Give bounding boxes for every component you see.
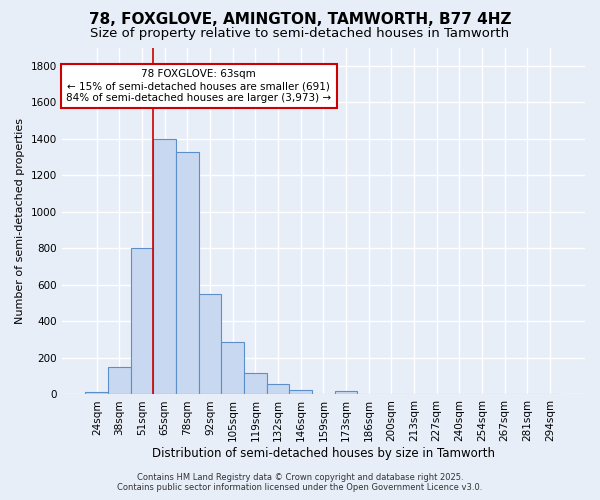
Text: 78 FOXGLOVE: 63sqm
← 15% of semi-detached houses are smaller (691)
84% of semi-d: 78 FOXGLOVE: 63sqm ← 15% of semi-detache… (66, 70, 331, 102)
Bar (131, 248, 154, 394)
Bar (221, 342, 244, 394)
Text: Size of property relative to semi-detached houses in Tamworth: Size of property relative to semi-detach… (91, 28, 509, 40)
Bar (335, 391, 358, 394)
Text: 78, FOXGLOVE, AMINGTON, TAMWORTH, B77 4HZ: 78, FOXGLOVE, AMINGTON, TAMWORTH, B77 4H… (89, 12, 511, 28)
Bar (108, 367, 131, 394)
Bar (244, 372, 266, 394)
Bar (176, 152, 199, 394)
Bar (154, 139, 176, 394)
Bar (289, 390, 312, 394)
Bar (199, 294, 221, 394)
X-axis label: Distribution of semi-detached houses by size in Tamworth: Distribution of semi-detached houses by … (152, 447, 495, 460)
Text: Contains HM Land Registry data © Crown copyright and database right 2025.
Contai: Contains HM Land Registry data © Crown c… (118, 473, 482, 492)
Y-axis label: Number of semi-detached properties: Number of semi-detached properties (15, 118, 25, 324)
Bar (266, 384, 289, 394)
Bar (85, 392, 108, 394)
